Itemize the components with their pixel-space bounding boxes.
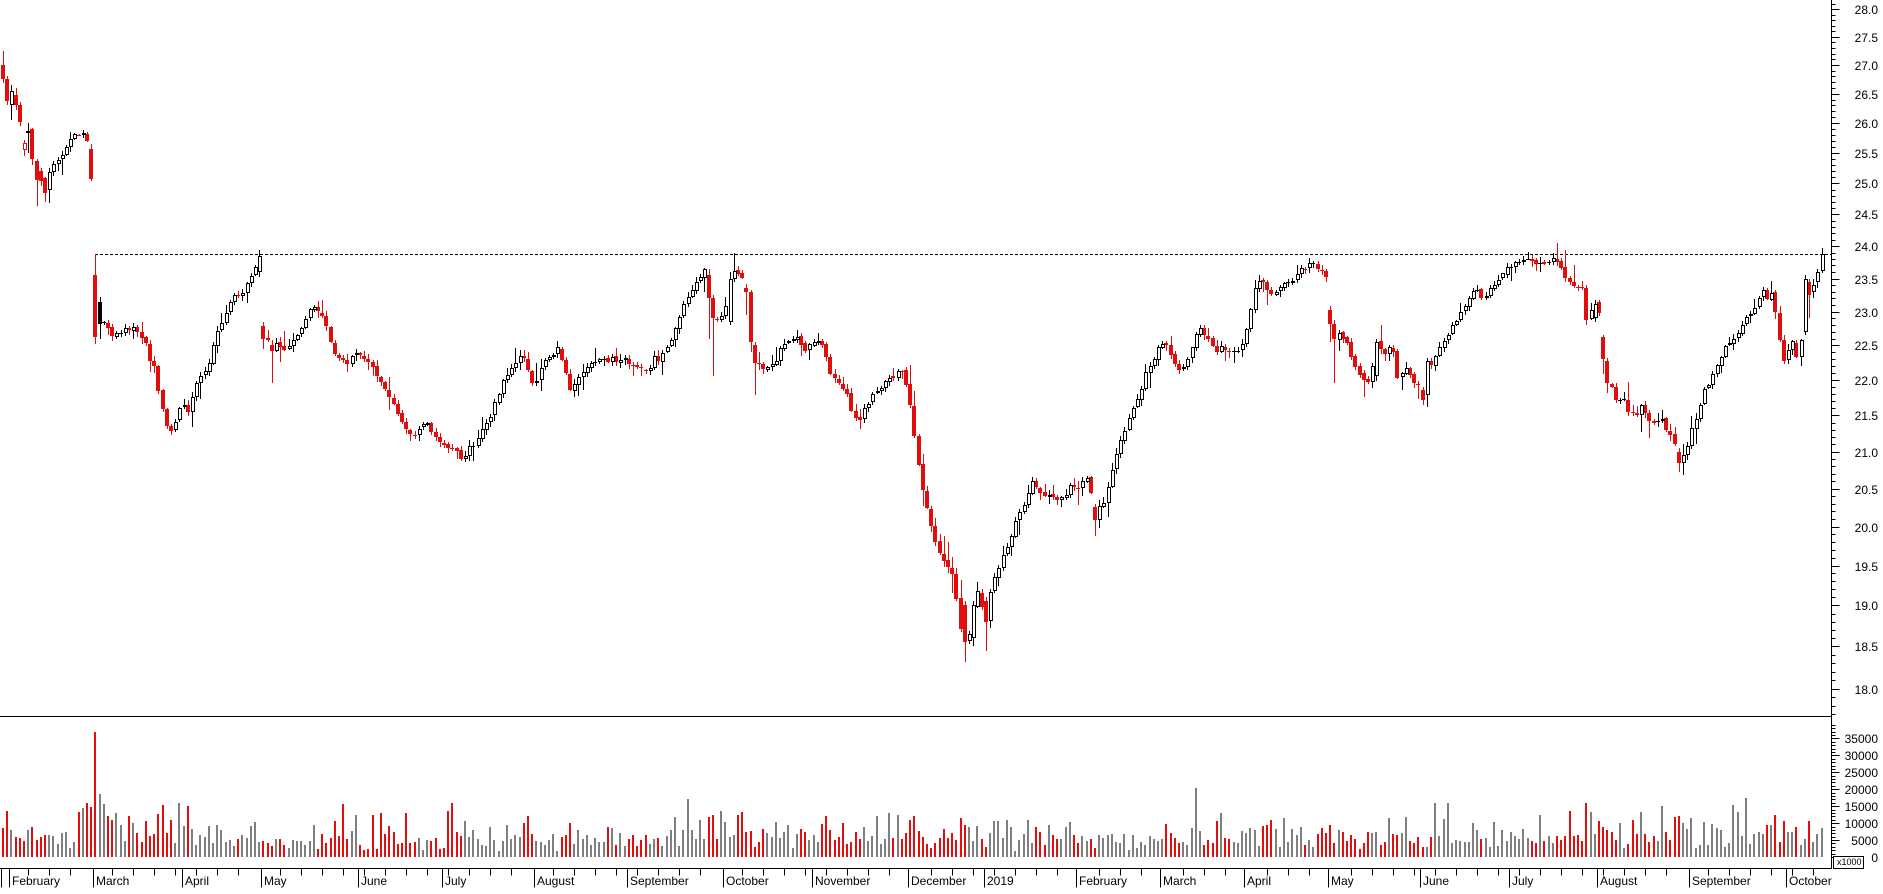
svg-text:27.5: 27.5	[1855, 31, 1879, 45]
svg-text:24.5: 24.5	[1855, 208, 1879, 222]
svg-text:October: October	[1789, 874, 1832, 888]
svg-text:0: 0	[1871, 851, 1878, 865]
svg-text:19.0: 19.0	[1855, 599, 1879, 613]
svg-text:22.0: 22.0	[1855, 374, 1879, 388]
svg-text:August: August	[1600, 874, 1638, 888]
svg-text:20.0: 20.0	[1855, 521, 1879, 535]
svg-text:November: November	[815, 874, 870, 888]
svg-text:2019: 2019	[987, 874, 1014, 888]
svg-text:30000: 30000	[1845, 749, 1879, 763]
svg-text:October: October	[726, 874, 769, 888]
svg-text:July: July	[1512, 874, 1533, 888]
svg-text:February: February	[1079, 874, 1127, 888]
svg-text:May: May	[1331, 874, 1354, 888]
svg-text:April: April	[185, 874, 209, 888]
svg-text:April: April	[1247, 874, 1271, 888]
svg-text:24.0: 24.0	[1855, 240, 1879, 254]
svg-text:26.5: 26.5	[1855, 88, 1879, 102]
svg-text:5000: 5000	[1851, 834, 1878, 848]
svg-text:March: March	[1163, 874, 1196, 888]
svg-text:June: June	[1423, 874, 1449, 888]
svg-text:August: August	[537, 874, 575, 888]
svg-text:September: September	[630, 874, 689, 888]
svg-text:10000: 10000	[1845, 817, 1879, 831]
svg-text:27.0: 27.0	[1855, 59, 1879, 73]
svg-text:18.5: 18.5	[1855, 640, 1879, 654]
svg-text:March: March	[96, 874, 129, 888]
svg-text:June: June	[361, 874, 387, 888]
svg-text:15000: 15000	[1845, 800, 1879, 814]
svg-text:20000: 20000	[1845, 783, 1879, 797]
svg-text:22.5: 22.5	[1855, 339, 1879, 353]
svg-text:20.5: 20.5	[1855, 483, 1879, 497]
svg-text:25.5: 25.5	[1855, 147, 1879, 161]
svg-text:21.0: 21.0	[1855, 446, 1879, 460]
svg-text:February: February	[12, 874, 60, 888]
svg-text:35000: 35000	[1845, 732, 1879, 746]
svg-text:December: December	[911, 874, 966, 888]
svg-text:25000: 25000	[1845, 766, 1879, 780]
svg-text:28.0: 28.0	[1855, 3, 1879, 17]
svg-text:23.0: 23.0	[1855, 306, 1879, 320]
svg-text:September: September	[1692, 874, 1751, 888]
svg-text:May: May	[264, 874, 287, 888]
svg-text:19.5: 19.5	[1855, 560, 1879, 574]
svg-text:26.0: 26.0	[1855, 117, 1879, 131]
svg-text:25.0: 25.0	[1855, 177, 1879, 191]
svg-text:18.0: 18.0	[1855, 683, 1879, 697]
svg-text:21.5: 21.5	[1855, 409, 1879, 423]
svg-text:23.5: 23.5	[1855, 273, 1879, 287]
svg-text:x1000: x1000	[1837, 857, 1862, 867]
svg-text:July: July	[445, 874, 466, 888]
